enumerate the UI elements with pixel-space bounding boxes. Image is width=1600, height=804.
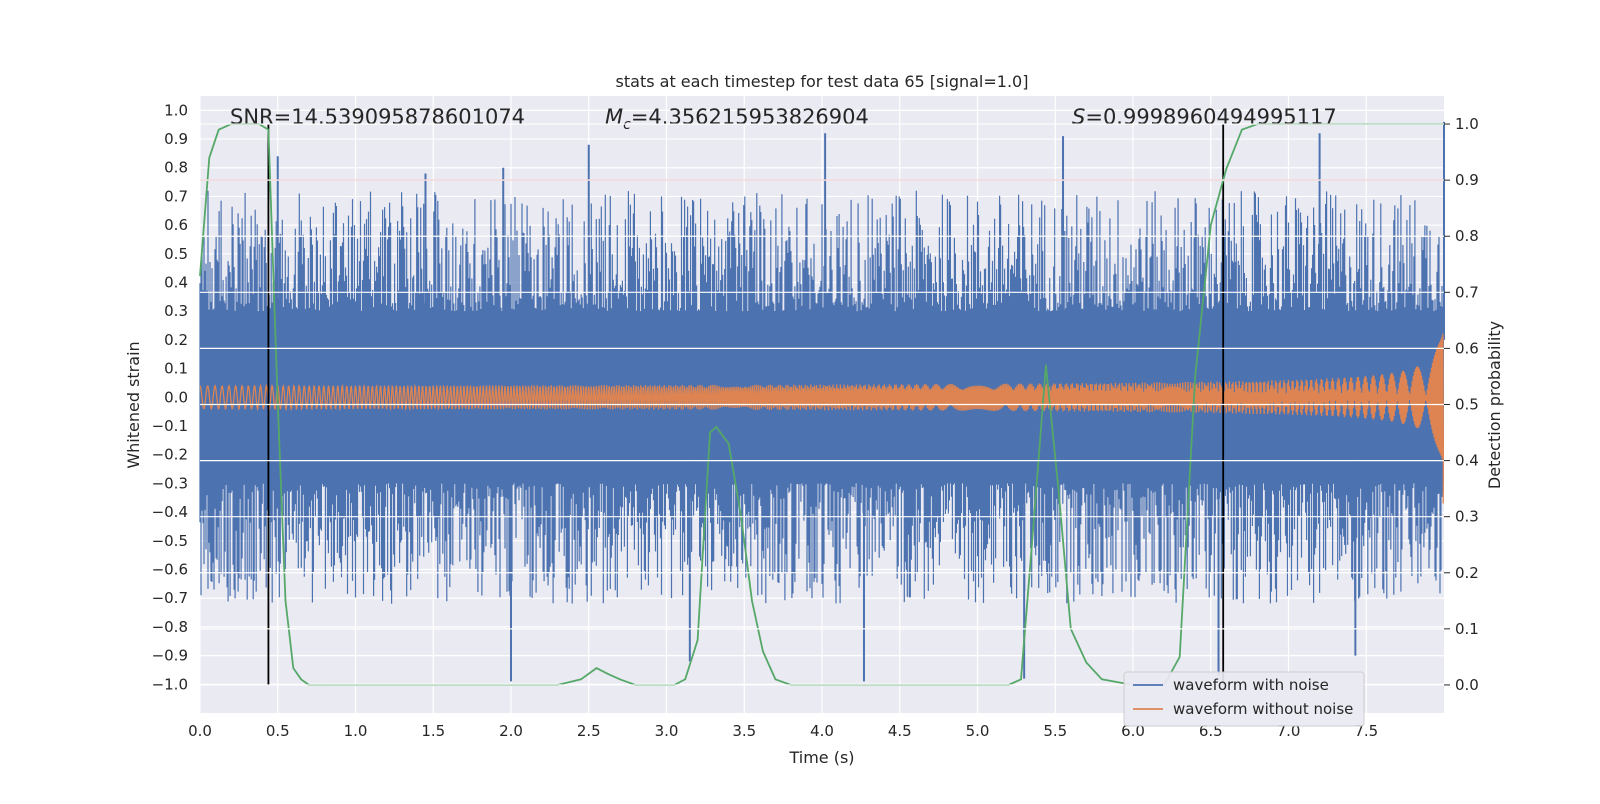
- detection-probability-point: [762, 650, 764, 653]
- detection-probability-point: [595, 667, 598, 669]
- x-tick-label: 5.5: [1043, 722, 1067, 740]
- y-tick-label: 0.2: [164, 331, 188, 349]
- detection-probability-point: [619, 678, 621, 681]
- y2-tick-label: 0.3: [1455, 508, 1479, 526]
- detection-probability-point: [1057, 487, 1060, 490]
- mc-symbol: M: [605, 105, 623, 129]
- detection-probability-point: [696, 639, 699, 641]
- mc-value: =4.356215953826904: [631, 105, 869, 129]
- s-value: =0.9998960494995117: [1085, 105, 1336, 129]
- y-tick-label: −0.7: [152, 589, 188, 607]
- x-tick-label: 4.0: [810, 722, 834, 740]
- y2-tick-label: 0.4: [1455, 452, 1479, 470]
- y-tick-label: 0.5: [164, 245, 188, 263]
- y-tick-label: −0.5: [152, 532, 188, 550]
- y-tick-label: 0.9: [164, 130, 188, 148]
- detection-probability-point: [1210, 224, 1212, 226]
- s-symbol: S: [1072, 105, 1085, 129]
- detection-probability-point: [1194, 375, 1196, 378]
- detection-probability-point: [1020, 678, 1022, 681]
- y-tick-label: 1.0: [164, 101, 188, 119]
- y2-tick-label: 0.0: [1455, 676, 1479, 694]
- detection-probability-point: [774, 678, 777, 681]
- y2-tick-label: 0.8: [1455, 227, 1479, 245]
- x-tick-label: 0.0: [188, 722, 212, 740]
- y-tick-label: −0.4: [152, 503, 188, 521]
- detection-probability-point: [1241, 128, 1243, 131]
- detection-probability-point: [606, 672, 609, 675]
- y2-tick-label: 0.2: [1455, 564, 1479, 582]
- legend-box: [1123, 671, 1365, 727]
- detection-probability-point: [199, 274, 201, 277]
- detection-probability-point: [1225, 168, 1228, 170]
- y-tick-label: 0.0: [164, 388, 188, 406]
- legend-label-noise: waveform with noise: [1173, 676, 1329, 694]
- detection-probability-point: [715, 426, 718, 428]
- mc-annotation: Mc=4.356215953826904: [605, 105, 869, 133]
- detection-probability-point: [217, 128, 220, 131]
- x-axis-label: Time (s): [788, 748, 854, 767]
- y-tick-label: −0.3: [152, 474, 188, 492]
- x-tick-label: 3.5: [732, 722, 756, 740]
- detection-probability-point: [1085, 661, 1088, 664]
- x-tick-label: 2.0: [499, 722, 523, 740]
- detection-probability-point: [292, 667, 295, 669]
- y-tick-label: 0.8: [164, 159, 188, 177]
- detection-probability-point: [727, 443, 730, 445]
- y-tick-label: −0.1: [152, 417, 188, 435]
- detection-probability-point: [580, 678, 582, 681]
- y2-tick-label: 0.1: [1455, 620, 1479, 638]
- y-tick-label: −1.0: [152, 675, 188, 693]
- y-tick-label: −0.9: [152, 647, 188, 665]
- detection-probability-point: [1101, 678, 1103, 681]
- x-tick-label: 5.0: [966, 722, 990, 740]
- x-tick-label: 0.5: [266, 722, 290, 740]
- y2-tick-label: 0.7: [1455, 283, 1479, 301]
- detection-probability-point: [267, 128, 270, 131]
- y-tick-label: 0.3: [164, 302, 188, 320]
- axes: 0.0 0.5 1.0 1.5 2.0 2.5 3.0 3.5 4.0 4.5 5.0 5.5 6.0 6…: [152, 101, 1479, 740]
- chart-title: stats at each timestep for test data 65 …: [616, 72, 1029, 91]
- y-tick-label: 0.6: [164, 216, 188, 234]
- x-tick-label: 2.5: [577, 722, 601, 740]
- x-tick-label: 3.0: [655, 722, 679, 740]
- right-grid: [200, 123, 1444, 686]
- s-annotation: S=0.9998960494995117: [1072, 105, 1337, 129]
- legend-label-clean: waveform without noise: [1173, 700, 1353, 718]
- snr-annotation: SNR=14.539095878601074: [230, 105, 525, 129]
- x-tick-label: 4.5: [888, 722, 912, 740]
- data-layer: [199, 121, 1445, 682]
- y2-tick-label: 0.6: [1455, 339, 1479, 357]
- y2-tick-label: 1.0: [1455, 115, 1479, 133]
- x-tick-label: 1.0: [344, 722, 368, 740]
- detection-probability-point: [1178, 656, 1181, 658]
- y-tick-label: 0.7: [164, 187, 188, 205]
- clean-waveform: [199, 333, 1445, 504]
- detection-probability-point: [751, 600, 753, 602]
- x-tick-label: 1.5: [421, 722, 445, 740]
- y2-axis-label: Detection probability: [1485, 321, 1504, 489]
- y-axis-label: Whitened strain: [124, 341, 143, 468]
- y-tick-label: −0.2: [152, 446, 188, 464]
- noise-waveform-upper: [199, 190, 1444, 398]
- detection-probability-point: [300, 678, 302, 681]
- detection-probability-point: [208, 156, 211, 159]
- detection-probability-point: [684, 678, 686, 681]
- y2-tick-label: 0.9: [1455, 171, 1479, 189]
- detection-probability-point: [1031, 543, 1033, 546]
- y-tick-label: 0.1: [164, 360, 188, 378]
- y-tick-label: −0.6: [152, 561, 188, 579]
- y-tick-label: 0.4: [164, 274, 188, 292]
- detection-probability-point: [709, 431, 711, 434]
- y2-tick-label: 0.5: [1455, 396, 1479, 414]
- legend: waveform with noise waveform without noi…: [1123, 671, 1365, 727]
- detection-probability-point: [1045, 364, 1047, 367]
- y-tick-label: −0.8: [152, 618, 188, 636]
- detection-probability-point: [284, 600, 287, 602]
- mc-subscript: c: [623, 117, 631, 133]
